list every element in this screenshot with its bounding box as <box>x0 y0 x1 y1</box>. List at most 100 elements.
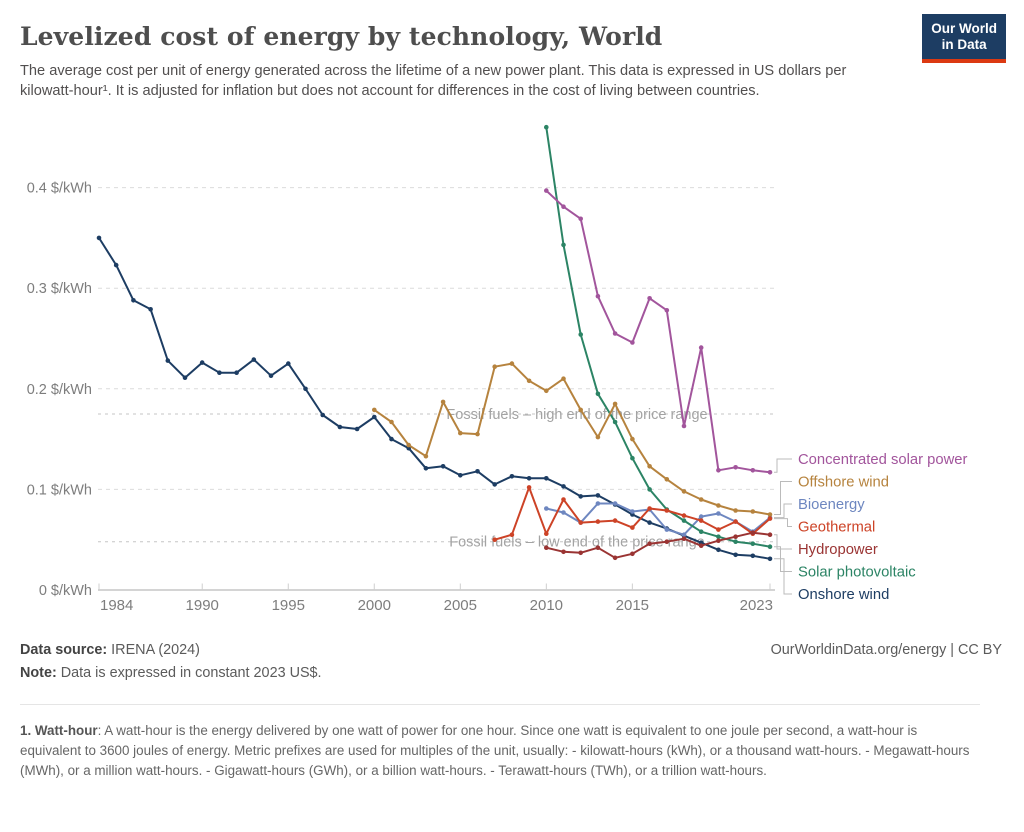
data-point-geothermal[interactable] <box>526 485 532 490</box>
series-line-csp[interactable] <box>545 189 771 474</box>
data-point-bioenergy[interactable] <box>544 506 549 512</box>
data-point-offshore_wind[interactable] <box>544 388 549 394</box>
data-point-solar_pv[interactable] <box>681 518 687 524</box>
data-point-offshore_wind[interactable] <box>630 437 635 442</box>
data-point-onshore_wind[interactable] <box>475 469 480 474</box>
data-point-onshore_wind[interactable] <box>733 552 738 558</box>
data-point-onshore_wind[interactable] <box>131 298 136 303</box>
data-point-offshore_wind[interactable] <box>664 477 670 482</box>
data-point-bioenergy[interactable] <box>664 527 670 533</box>
data-point-offshore_wind[interactable] <box>612 401 618 407</box>
data-point-offshore_wind[interactable] <box>509 361 515 367</box>
data-point-geothermal[interactable] <box>509 532 515 538</box>
data-point-onshore_wind[interactable] <box>544 476 549 481</box>
data-point-offshore_wind[interactable] <box>475 432 480 437</box>
data-point-solar_pv[interactable] <box>561 242 566 248</box>
data-point-hydropower[interactable] <box>630 551 635 557</box>
data-point-geothermal[interactable] <box>630 525 635 531</box>
data-point-onshore_wind[interactable] <box>492 482 498 487</box>
data-point-offshore_wind[interactable] <box>526 378 532 384</box>
data-point-onshore_wind[interactable] <box>354 426 360 432</box>
owid-link[interactable]: OurWorldinData.org/energy | CC BY <box>770 642 1002 659</box>
data-point-onshore_wind[interactable] <box>217 370 222 376</box>
data-point-solar_pv[interactable] <box>630 456 635 461</box>
data-point-solar_pv[interactable] <box>716 534 721 540</box>
legend-label-hydropower[interactable]: Hydropower <box>798 542 878 558</box>
data-point-geothermal[interactable] <box>733 519 738 525</box>
data-point-geothermal[interactable] <box>612 518 618 524</box>
data-point-hydropower[interactable] <box>595 545 601 551</box>
data-point-csp[interactable] <box>767 470 773 475</box>
data-point-csp[interactable] <box>750 468 756 473</box>
data-point-onshore_wind[interactable] <box>389 437 394 442</box>
data-point-hydropower[interactable] <box>750 530 756 536</box>
owid-logo[interactable]: Our World in Data <box>922 14 1006 63</box>
data-point-solar_pv[interactable] <box>750 541 756 547</box>
data-point-csp[interactable] <box>595 294 601 299</box>
data-point-offshore_wind[interactable] <box>458 431 463 436</box>
series-line-solar_pv[interactable] <box>545 126 771 548</box>
data-point-offshore_wind[interactable] <box>561 376 566 382</box>
data-point-hydropower[interactable] <box>578 550 583 556</box>
data-point-hydropower[interactable] <box>733 534 738 540</box>
data-point-geothermal[interactable] <box>595 519 601 525</box>
data-point-offshore_wind[interactable] <box>406 443 412 448</box>
data-point-onshore_wind[interactable] <box>268 373 274 379</box>
data-point-solar_pv[interactable] <box>578 332 583 338</box>
data-point-offshore_wind[interactable] <box>681 489 687 494</box>
data-point-onshore_wind[interactable] <box>234 370 239 376</box>
data-point-offshore_wind[interactable] <box>733 508 738 514</box>
data-point-onshore_wind[interactable] <box>647 520 652 526</box>
data-point-hydropower[interactable] <box>664 539 670 545</box>
data-point-solar_pv[interactable] <box>595 391 601 397</box>
legend-label-bioenergy[interactable]: Bioenergy <box>798 497 865 513</box>
data-point-geothermal[interactable] <box>767 516 773 522</box>
data-point-offshore_wind[interactable] <box>423 454 429 459</box>
data-point-onshore_wind[interactable] <box>113 263 119 268</box>
data-point-solar_pv[interactable] <box>733 539 738 545</box>
data-point-hydropower[interactable] <box>681 536 687 542</box>
data-point-geothermal[interactable] <box>492 537 498 543</box>
data-point-csp[interactable] <box>733 465 738 470</box>
data-point-onshore_wind[interactable] <box>96 235 102 241</box>
data-point-csp[interactable] <box>698 345 704 351</box>
data-point-hydropower[interactable] <box>647 541 652 547</box>
data-point-solar_pv[interactable] <box>544 125 549 130</box>
data-point-hydropower[interactable] <box>767 532 773 538</box>
data-point-csp[interactable] <box>544 188 549 194</box>
data-point-bioenergy[interactable] <box>561 510 566 516</box>
data-point-onshore_wind[interactable] <box>251 357 257 363</box>
data-point-onshore_wind[interactable] <box>423 466 429 471</box>
data-point-offshore_wind[interactable] <box>440 399 446 405</box>
data-point-onshore_wind[interactable] <box>458 473 463 478</box>
data-point-offshore_wind[interactable] <box>595 435 601 440</box>
data-point-hydropower[interactable] <box>561 549 566 555</box>
legend-label-solar_pv[interactable]: Solar photovoltaic <box>798 565 916 581</box>
data-point-bioenergy[interactable] <box>698 514 704 520</box>
data-point-geothermal[interactable] <box>561 497 566 503</box>
data-point-csp[interactable] <box>716 468 721 473</box>
data-point-hydropower[interactable] <box>698 543 704 549</box>
data-point-csp[interactable] <box>630 340 635 346</box>
data-point-geothermal[interactable] <box>716 527 721 533</box>
data-point-offshore_wind[interactable] <box>716 503 721 509</box>
legend-label-csp[interactable]: Concentrated solar power <box>798 452 968 468</box>
legend-label-offshore_wind[interactable]: Offshore wind <box>798 475 889 491</box>
data-point-onshore_wind[interactable] <box>286 361 291 367</box>
data-point-solar_pv[interactable] <box>612 419 618 425</box>
data-point-csp[interactable] <box>664 308 670 313</box>
data-point-csp[interactable] <box>578 216 583 222</box>
data-point-onshore_wind[interactable] <box>303 386 308 392</box>
data-point-hydropower[interactable] <box>716 538 721 544</box>
data-point-onshore_wind[interactable] <box>716 547 721 553</box>
data-point-solar_pv[interactable] <box>647 487 652 492</box>
data-point-geothermal[interactable] <box>544 531 549 537</box>
data-point-bioenergy[interactable] <box>681 532 687 538</box>
data-point-offshore_wind[interactable] <box>698 497 704 503</box>
data-point-offshore_wind[interactable] <box>767 512 773 518</box>
data-point-geothermal[interactable] <box>681 513 687 519</box>
data-point-csp[interactable] <box>612 331 618 337</box>
data-point-bioenergy[interactable] <box>612 501 618 507</box>
series-line-onshore_wind[interactable] <box>98 237 771 561</box>
data-point-onshore_wind[interactable] <box>509 474 515 479</box>
